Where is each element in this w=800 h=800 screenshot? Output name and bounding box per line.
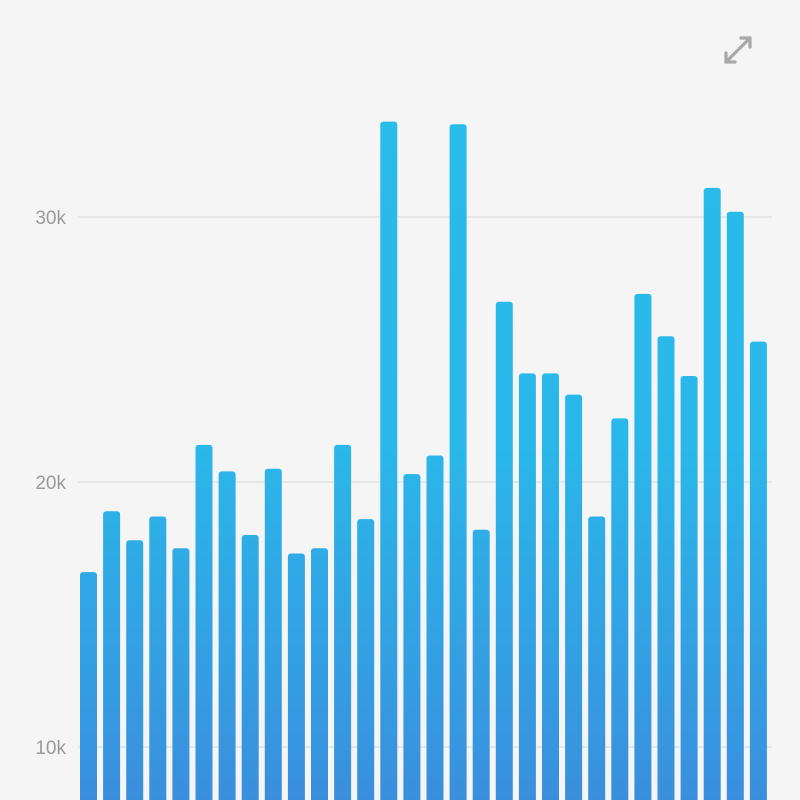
bar-24[interactable] bbox=[611, 418, 629, 800]
bar-6[interactable] bbox=[195, 444, 213, 800]
bar-25[interactable] bbox=[634, 293, 652, 800]
bar-10[interactable] bbox=[287, 553, 305, 800]
bar-27[interactable] bbox=[680, 376, 698, 800]
y-tick-label: 30k bbox=[35, 208, 66, 229]
bar-30[interactable] bbox=[749, 341, 767, 800]
bar-9[interactable] bbox=[264, 468, 282, 800]
bar-12[interactable] bbox=[334, 444, 352, 800]
bar-21[interactable] bbox=[542, 373, 559, 800]
bar-3[interactable] bbox=[126, 540, 144, 800]
bar-26[interactable] bbox=[657, 336, 675, 800]
bar-23[interactable] bbox=[588, 516, 606, 800]
bar-1[interactable] bbox=[80, 572, 97, 800]
bar-16[interactable] bbox=[426, 455, 444, 800]
bars bbox=[80, 121, 767, 800]
bar-20[interactable] bbox=[518, 373, 536, 800]
bar-8[interactable] bbox=[241, 535, 259, 800]
bar-28[interactable] bbox=[703, 187, 721, 800]
bar-13[interactable] bbox=[357, 519, 375, 800]
bar-19[interactable] bbox=[495, 301, 513, 800]
bar-11[interactable] bbox=[311, 548, 328, 800]
bar-18[interactable] bbox=[472, 529, 490, 800]
bar-2[interactable] bbox=[103, 511, 121, 800]
bar-29[interactable] bbox=[726, 211, 744, 800]
y-tick-label: 10k bbox=[35, 738, 66, 759]
expand-button[interactable] bbox=[716, 28, 760, 72]
bar-15[interactable] bbox=[403, 474, 421, 800]
bar-5[interactable] bbox=[172, 548, 190, 800]
bar-4[interactable] bbox=[149, 516, 167, 800]
y-tick-label: 20k bbox=[35, 473, 66, 494]
bar-14[interactable] bbox=[380, 121, 398, 800]
y-axis-ticks: 10k 20k 30k bbox=[35, 208, 66, 759]
bar-17[interactable] bbox=[449, 124, 467, 800]
bar-22[interactable] bbox=[565, 394, 583, 800]
bar-7[interactable] bbox=[218, 471, 236, 800]
expand-arrows-icon bbox=[724, 36, 752, 64]
gridlines bbox=[78, 216, 772, 748]
